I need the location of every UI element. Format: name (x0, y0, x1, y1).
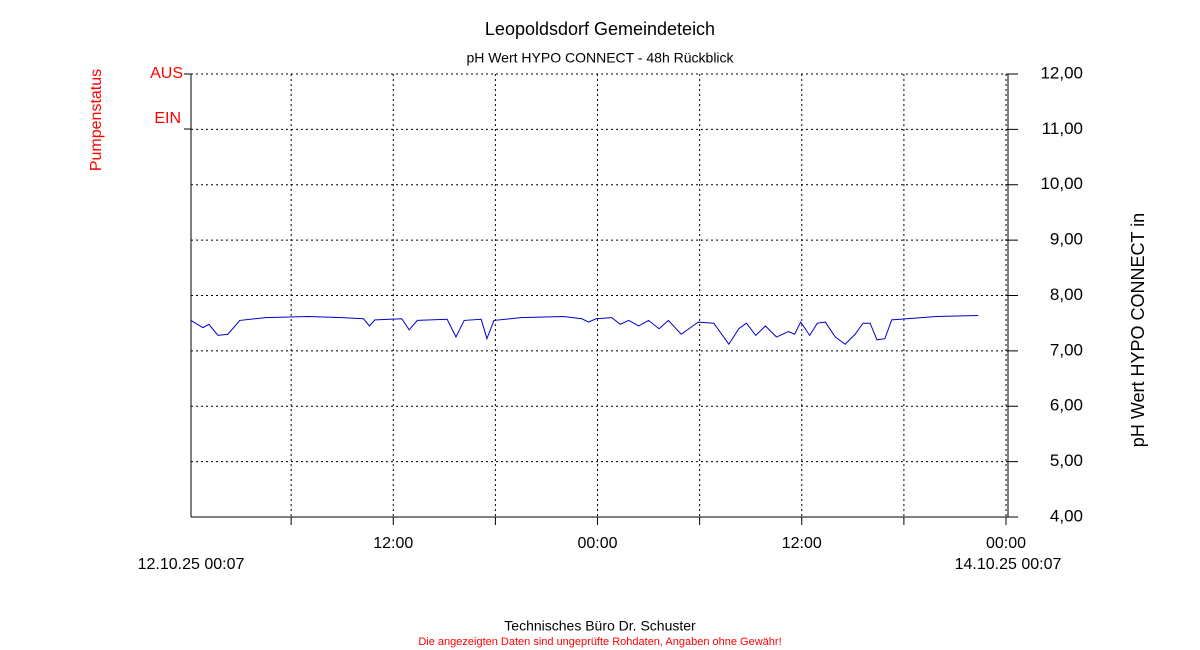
pump-level: AUS (150, 65, 183, 82)
pump-status-label: Pumpenstatus (88, 69, 105, 171)
disclaimer: Die angezeigten Daten sind ungeprüfte Ro… (418, 636, 781, 648)
y-tick-label: 7,00 (1050, 340, 1083, 359)
pump-level: EIN (154, 110, 181, 127)
x-tick-label: 12:00 (782, 535, 822, 552)
y-tick-label: 12,00 (1040, 63, 1083, 82)
chart-subtitle: pH Wert HYPO CONNECT - 48h Rückblick (466, 50, 734, 66)
y-tick-label: 10,00 (1040, 174, 1083, 193)
y-tick-label: 9,00 (1050, 230, 1083, 249)
x-range-label: 14.10.25 00:07 (955, 556, 1062, 573)
data-line (190, 314, 979, 346)
x-tick-label: 12:00 (373, 535, 413, 552)
x-range-label: 12.10.25 00:07 (138, 556, 245, 573)
y-axis-label: pH Wert HYPO CONNECT in (1128, 213, 1148, 447)
y-tick-label: 4,00 (1050, 506, 1083, 525)
footer: Technisches Büro Dr. Schuster (504, 618, 696, 634)
y-tick-label: 8,00 (1050, 285, 1083, 304)
y-tick-label: 5,00 (1050, 451, 1083, 470)
x-tick-label: 00:00 (577, 535, 617, 552)
x-tick-label: 00:00 (986, 535, 1026, 552)
chart-title: Leopoldsdorf Gemeindeteich (485, 19, 715, 39)
y-tick-label: 11,00 (1042, 119, 1083, 138)
y-tick-label: 6,00 (1050, 396, 1083, 415)
